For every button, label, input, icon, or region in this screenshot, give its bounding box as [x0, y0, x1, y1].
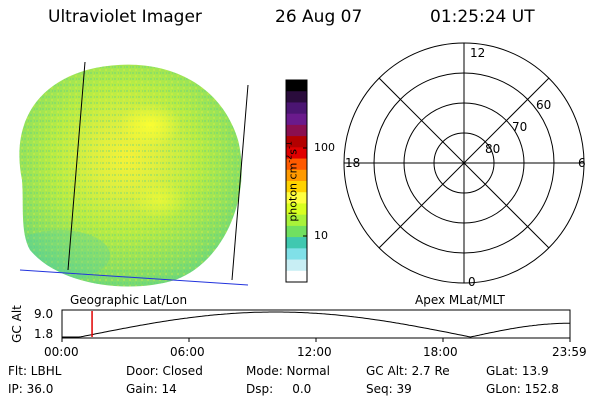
mlt-label-12: 12 — [470, 46, 486, 60]
colorbar-segment — [286, 270, 307, 283]
colorbar-segment — [286, 203, 307, 216]
colorbar-segment — [286, 225, 307, 238]
alt-xtick-3: 18:00 — [423, 345, 458, 359]
colorbar-segment — [286, 214, 307, 227]
altitude-plot — [61, 309, 571, 342]
ip-info: IP: 36.0 — [8, 382, 54, 396]
colorbar-segment — [286, 113, 307, 126]
colorbar-segment — [286, 147, 307, 160]
lat-label-70: 70 — [512, 120, 528, 134]
seq-info: Seq: 39 — [366, 382, 412, 396]
colorbar-segment — [286, 158, 307, 171]
alt-xtick-1: 06:00 — [170, 345, 205, 359]
colorbar-tick-10: 10 — [314, 229, 328, 242]
colorbar-tick-100: 100 — [314, 141, 335, 154]
alt-ytick-bottom: 1.8 — [34, 327, 54, 341]
colorbar-label: photon cm-2s-1 — [284, 141, 300, 222]
lat-label-60: 60 — [536, 98, 552, 112]
lat-label-80: 80 — [485, 142, 501, 156]
colorbar-segment — [286, 181, 307, 193]
alt-xtick-2: 12:00 — [297, 345, 332, 359]
mode-info: Mode: Normal — [246, 364, 330, 378]
alt-xtick-4: 23:59 — [552, 345, 587, 359]
colorbar-segment — [286, 124, 307, 137]
uv-image-disk — [19, 61, 249, 287]
polar-grid — [343, 42, 585, 284]
colorbar-segment — [286, 91, 307, 103]
mlt-label-18: 18 — [345, 156, 361, 170]
dsp-info: Dsp: 0.0 — [246, 382, 312, 396]
instrument-title: Ultraviolet Imager — [48, 7, 202, 27]
colorbar-frame — [285, 79, 308, 283]
colorbar-segment — [286, 248, 307, 261]
filter-info: Flt: LBHL — [8, 364, 62, 378]
glat-info: GLat: 13.9 — [486, 364, 549, 378]
colorbar-segment — [286, 169, 307, 182]
colorbar-segment — [286, 237, 307, 249]
mlt-label-6: 6 — [578, 156, 586, 170]
date-label: 26 Aug 07 — [275, 7, 363, 27]
alt-xtick-0: 00:00 — [44, 345, 79, 359]
colorbar — [285, 79, 308, 283]
gc-alt-info: GC Alt: 2.7 Re — [366, 364, 450, 378]
apex-coords-label: Apex MLat/MLT — [415, 293, 505, 307]
door-info: Door: Closed — [126, 364, 203, 378]
time-label: 01:25:24 UT — [430, 7, 535, 27]
colorbar-segment — [286, 80, 307, 92]
glon-info: GLon: 152.8 — [486, 382, 559, 396]
colorbar-segment — [286, 136, 307, 148]
alt-ylabel: GC Alt — [10, 305, 24, 343]
gain-info: Gain: 14 — [126, 382, 177, 396]
mlt-label-0: 0 — [468, 275, 476, 289]
alt-ytick-top: 9.0 — [34, 307, 54, 321]
colorbar-segment — [286, 102, 307, 115]
colorbar-segment — [286, 259, 307, 272]
geographic-coords-label: Geographic Lat/Lon — [70, 293, 188, 307]
colorbar-segment — [286, 192, 307, 204]
